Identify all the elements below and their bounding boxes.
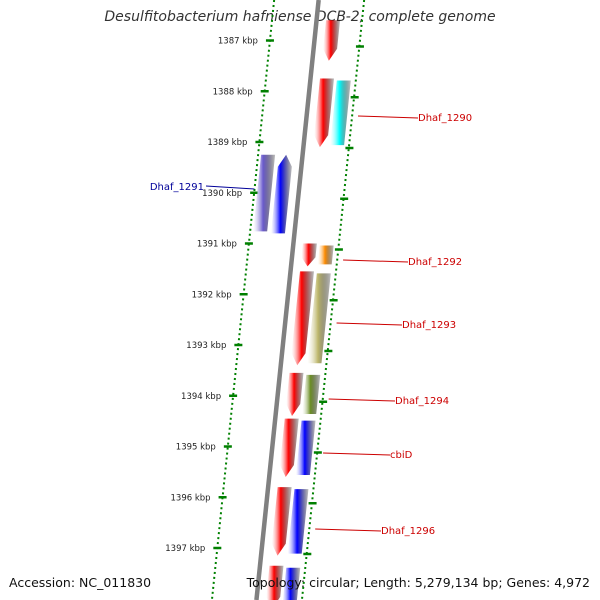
tick-label: 1397 kbp — [165, 544, 205, 554]
accession-text: Accession: NC_011830 — [9, 575, 152, 590]
tick-label: 1388 kbp — [213, 87, 253, 97]
gene-label-leader — [315, 528, 382, 532]
tick-label: 1395 kbp — [176, 443, 216, 453]
gene-cds-arrow[interactable] — [291, 271, 314, 366]
gene-label-leader — [358, 115, 419, 119]
gene-cds-arrow[interactable] — [271, 487, 292, 556]
gene-product-bar[interactable] — [295, 420, 316, 475]
gene-cds-arrow[interactable] — [314, 78, 334, 148]
tick-label: 1393 kbp — [186, 341, 226, 351]
gene-label-leader — [336, 322, 403, 326]
genome-backbone — [254, 0, 321, 600]
gene-product-bar[interactable] — [253, 154, 276, 232]
gene-cds-arrow[interactable] — [266, 565, 284, 600]
gene-cds-arrow[interactable] — [323, 20, 341, 61]
tick-label: 1387 kbp — [218, 37, 258, 47]
left-lane-dotted — [210, 0, 276, 600]
topology-text: Topology: circular; Length: 5,279,134 bp… — [246, 575, 590, 590]
gene-product-bar[interactable] — [282, 567, 301, 600]
gene-cds-arrow[interactable] — [301, 243, 317, 267]
gene-product-bar[interactable] — [287, 489, 309, 554]
gene-label[interactable]: Dhaf_1291 — [150, 182, 204, 193]
tick-label: 1389 kbp — [207, 138, 247, 148]
tick-label: 1391 kbp — [197, 240, 237, 250]
gene-product-bar[interactable] — [330, 80, 351, 146]
gene-label-leader — [205, 185, 255, 190]
gene-cds-arrow[interactable] — [270, 154, 292, 234]
gene-label-leader — [343, 259, 409, 263]
gene-cds-arrow[interactable] — [279, 418, 299, 477]
gene-label[interactable]: Dhaf_1296 — [381, 526, 435, 537]
gene-label-leader — [328, 398, 396, 402]
map-title: Desulfitobacterium hafniense DCB-2, comp… — [104, 9, 496, 25]
gene-label[interactable]: Dhaf_1292 — [408, 257, 462, 268]
tick-label: 1390 kbp — [202, 189, 242, 199]
gene-label[interactable]: Dhaf_1293 — [402, 320, 456, 331]
gene-cds-arrow[interactable] — [286, 372, 304, 417]
gene-product-bar[interactable] — [302, 374, 321, 415]
gene-product-bar[interactable] — [317, 245, 334, 265]
tick-label: 1396 kbp — [171, 493, 211, 503]
tick-label: 1394 kbp — [181, 392, 221, 402]
tick-label: 1392 kbp — [192, 290, 232, 300]
gene-label-leader — [323, 452, 391, 456]
gene-label[interactable]: cbiD — [390, 450, 413, 461]
gene-label[interactable]: Dhaf_1290 — [418, 113, 472, 124]
gene-product-bar[interactable] — [307, 273, 331, 364]
gene-label[interactable]: Dhaf_1294 — [395, 396, 449, 407]
